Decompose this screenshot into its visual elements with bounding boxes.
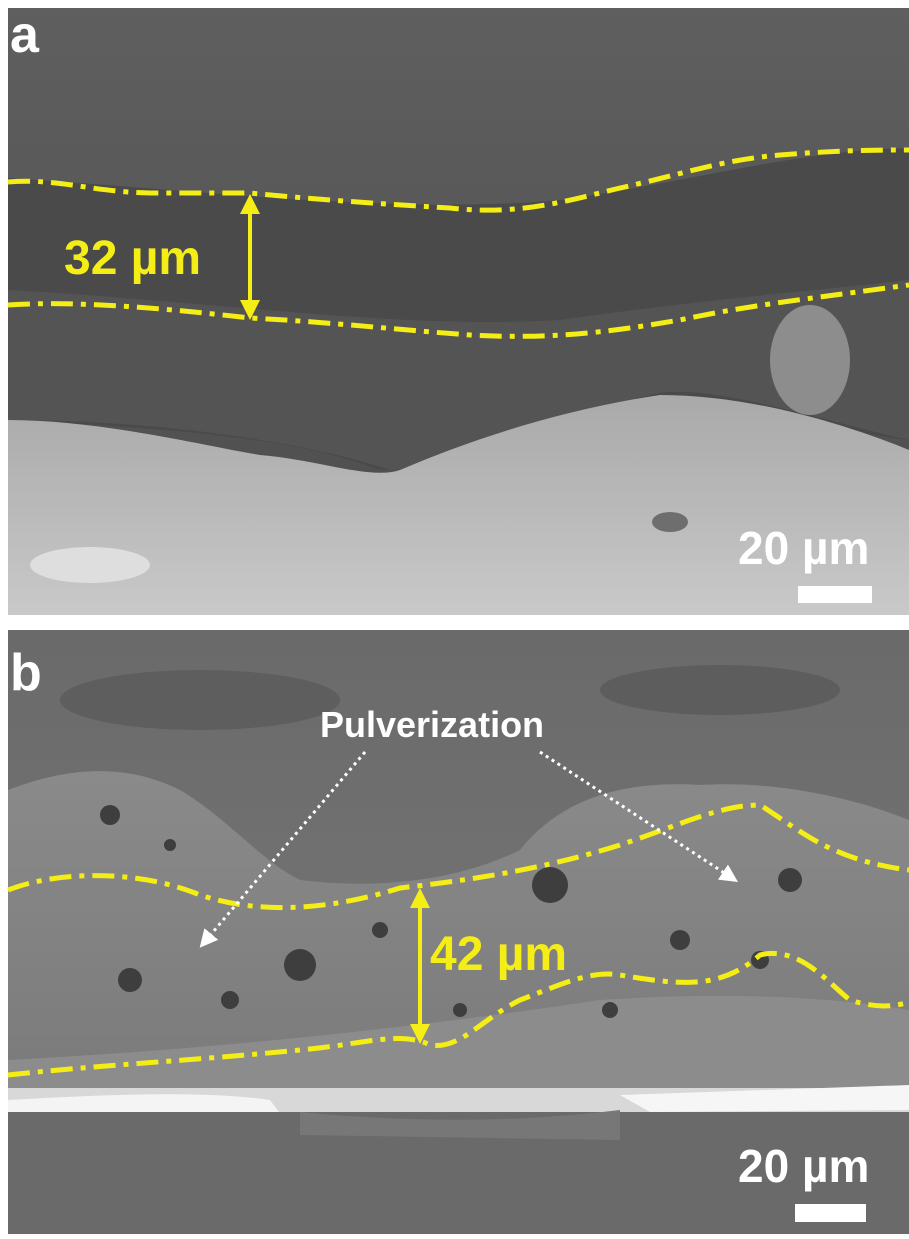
panel-b: b Pulverization 42 µm 20 µm bbox=[8, 630, 909, 1234]
scale-bar bbox=[795, 1204, 866, 1222]
page: a 32 µm 20 µm b Pulverization 42 µm 20 µ… bbox=[0, 0, 909, 1234]
panel-label: a bbox=[10, 6, 40, 64]
scale-bar-label: 20 µm bbox=[738, 1140, 869, 1192]
panel-a: a 32 µm 20 µm bbox=[8, 6, 909, 615]
thickness-label: 42 µm bbox=[430, 928, 567, 981]
annotation: Pulverization bbox=[320, 704, 544, 745]
panel-label: b bbox=[10, 644, 42, 702]
blur-shape bbox=[60, 670, 340, 730]
blur-shape bbox=[600, 665, 840, 715]
thickness-label: 32 µm bbox=[64, 232, 201, 285]
scale-bar bbox=[798, 586, 872, 603]
highlight bbox=[30, 547, 150, 583]
figure: a 32 µm 20 µm b Pulverization 42 µm 20 µ… bbox=[0, 0, 909, 1234]
bright-spot bbox=[770, 305, 850, 415]
scale-bar-label: 20 µm bbox=[738, 522, 869, 574]
pit bbox=[652, 512, 688, 532]
